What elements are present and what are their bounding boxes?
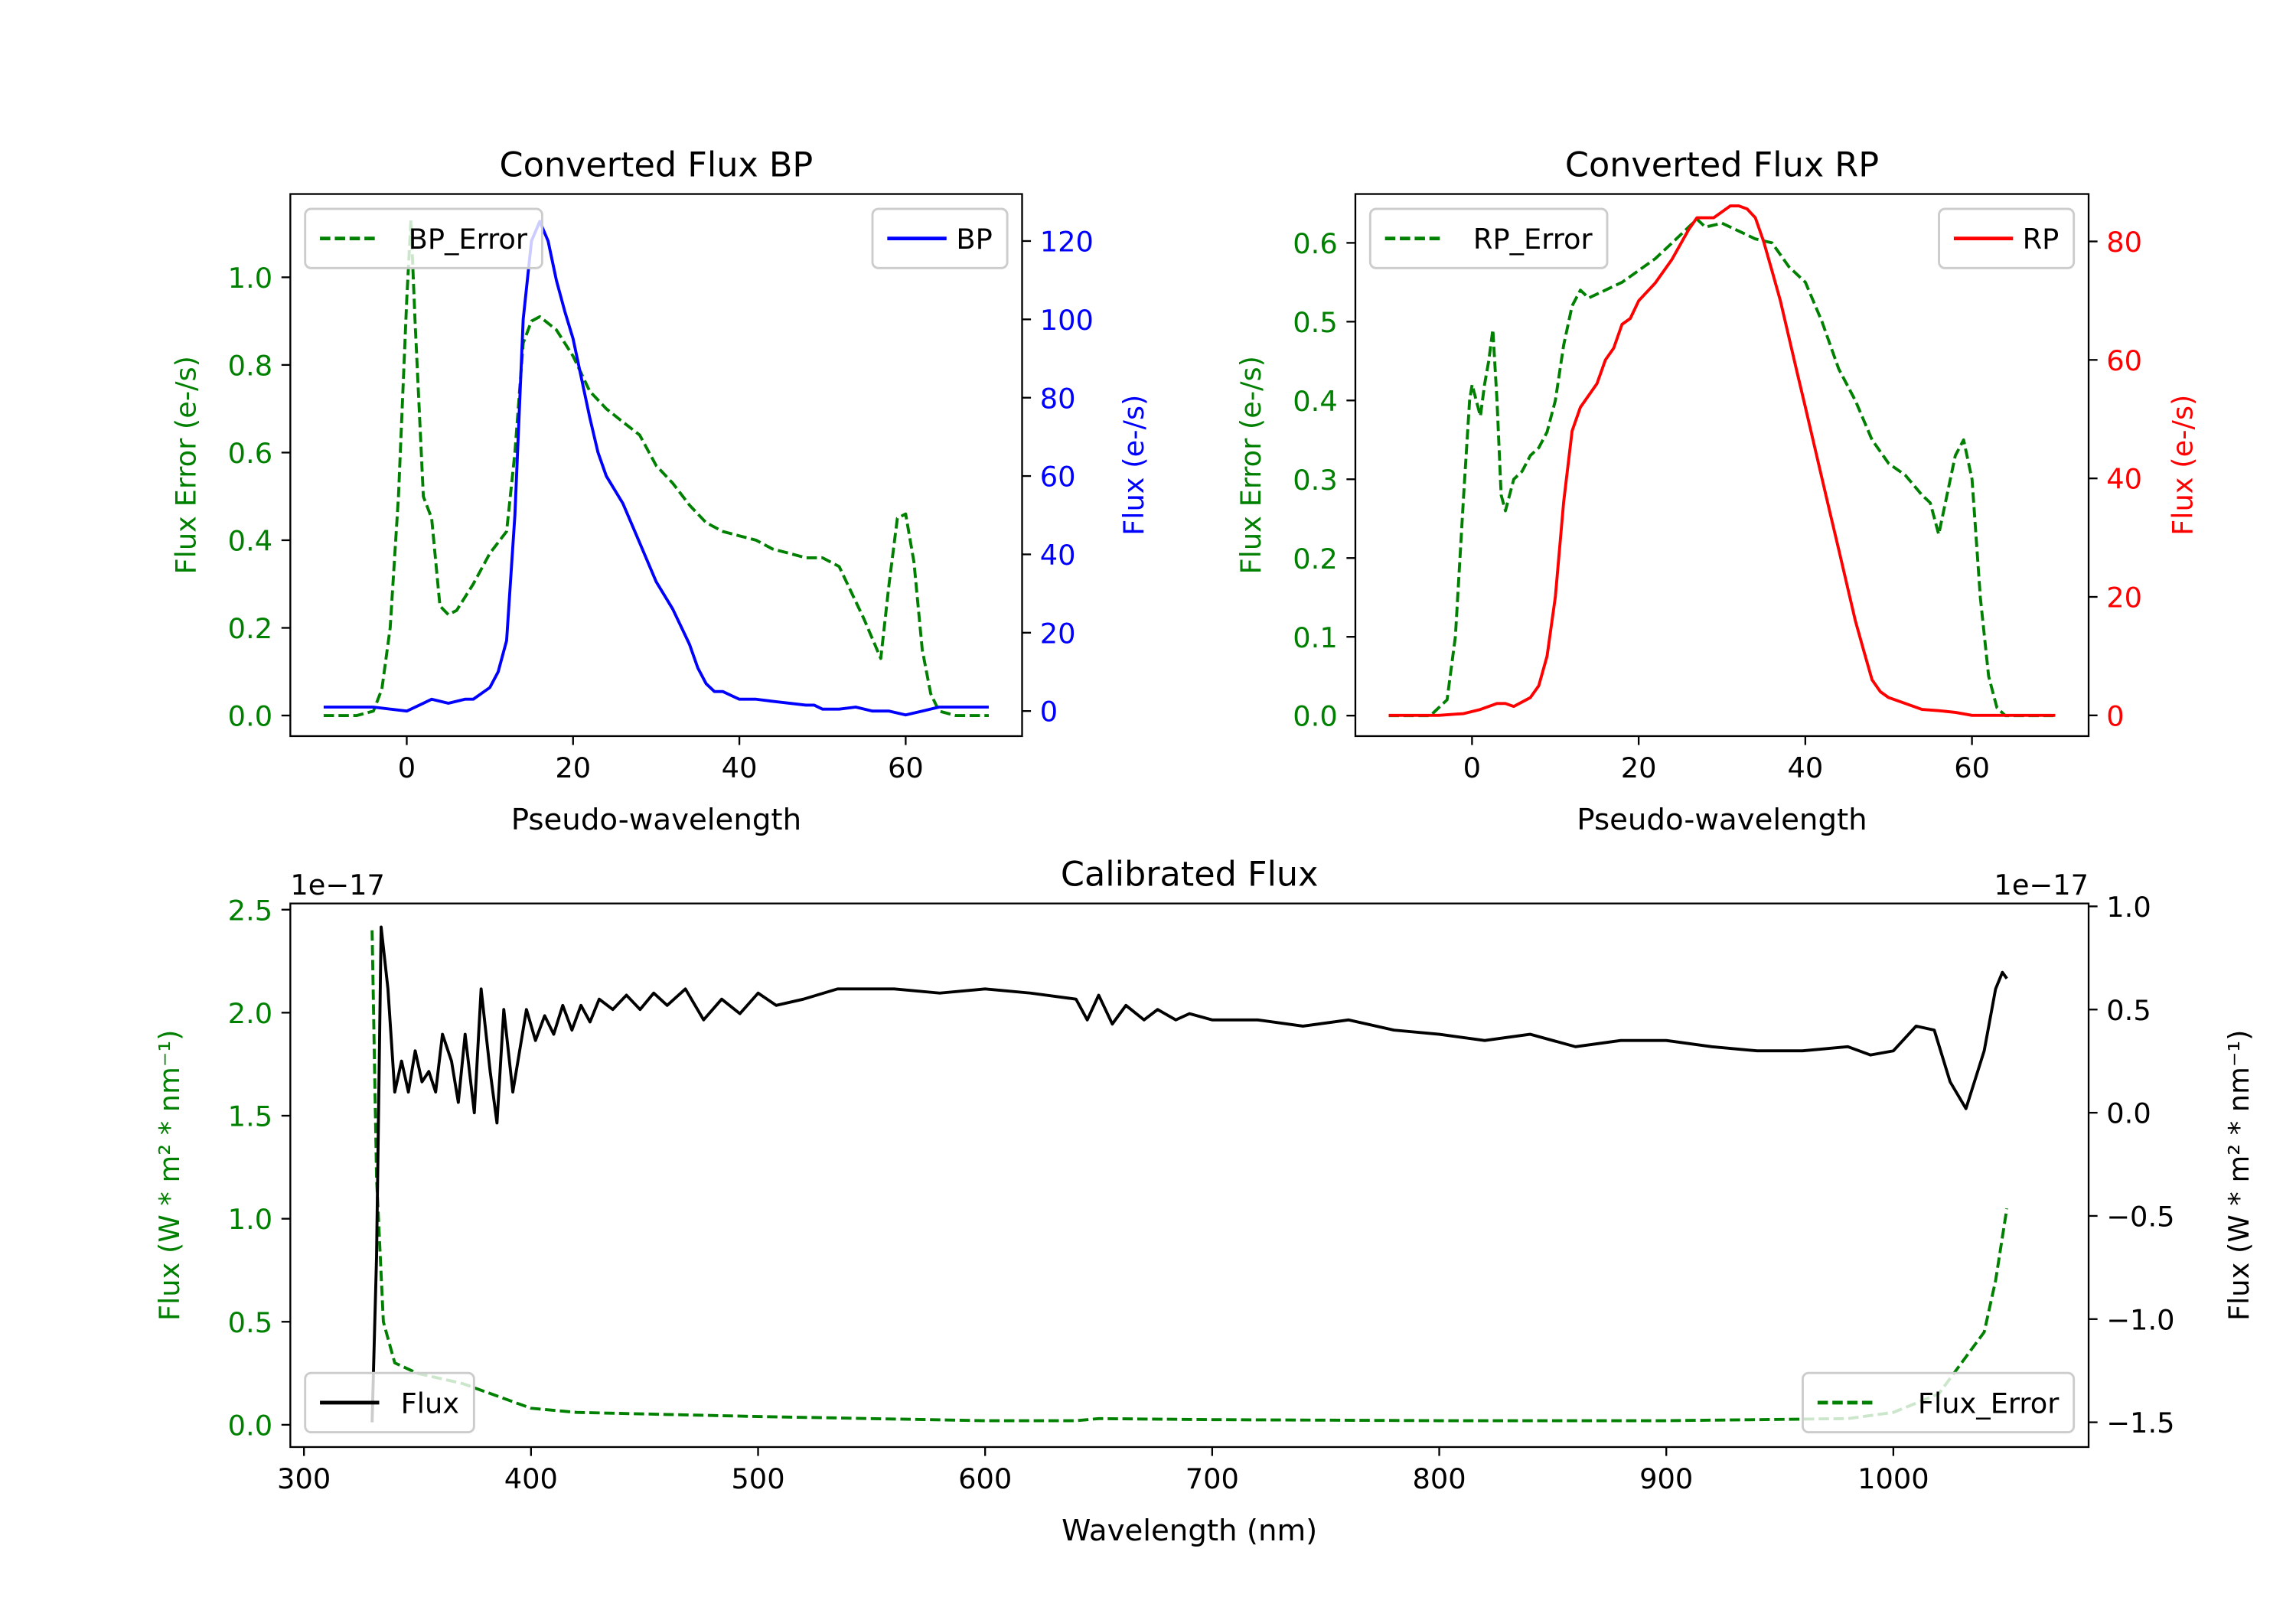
x-tick-label: 700: [1186, 1462, 1239, 1495]
right-y-axis-label: Flux (e-/s): [1117, 395, 1150, 536]
series-line-rp: [1388, 204, 2056, 717]
right-y-tick-label: 0.5: [2106, 994, 2151, 1027]
x-axis-label: Pseudo-wavelength: [1577, 803, 1867, 837]
right-offset-text: 1e−17: [1994, 869, 2089, 901]
left-y-tick-label: 0.5: [228, 1306, 272, 1339]
x-tick-label: 800: [1412, 1462, 1466, 1495]
left-y-tick-label: 1.0: [228, 1203, 272, 1236]
legend-label: RP: [2023, 223, 2060, 256]
x-tick-label: 40: [1787, 751, 1823, 784]
x-axis-label: Wavelength (nm): [1062, 1514, 1317, 1548]
legend-rp[interactable]: RP: [1938, 207, 2076, 269]
right-y-tick-label: 40: [1040, 539, 1076, 572]
right-y-tick-label: 20: [2106, 582, 2142, 614]
left-y-axis-label: Flux Error (e-/s): [1234, 356, 1267, 575]
left-y-tick-label: 0.2: [1293, 543, 1337, 575]
right-y-tick-label: 100: [1040, 304, 1094, 337]
legend-label: Flux: [401, 1387, 459, 1420]
legend-rp-error[interactable]: RP_Error: [1368, 207, 1609, 269]
left-y-tick-label: 0.0: [228, 1409, 272, 1442]
right-y-tick-label: 120: [1040, 226, 1094, 259]
left-y-tick-label: 0.5: [1293, 306, 1337, 339]
right-y-axis-label: Flux (W * m² * nm⁻¹): [2223, 1030, 2255, 1321]
left-y-tick-label: 0.3: [1293, 464, 1337, 497]
series-line-bp: [323, 220, 989, 717]
left-y-tick-label: 0.0: [228, 700, 272, 733]
x-tick-label: 400: [504, 1462, 558, 1495]
x-tick-label: 0: [398, 751, 416, 784]
right-y-tick-label: 20: [1040, 617, 1076, 650]
left-y-axis-label: Flux Error (e-/s): [169, 356, 202, 575]
series-line-flux: [370, 925, 2008, 1423]
legend-box: [1368, 207, 1609, 269]
legend-bp-error[interactable]: BP_Error: [304, 207, 543, 269]
left-y-tick-label: 0.2: [228, 612, 272, 645]
x-tick-label: 20: [1621, 751, 1657, 784]
left-y-tick-label: 1.5: [228, 1100, 272, 1133]
right-y-axis-label: Flux (e-/s): [2167, 395, 2200, 536]
legend-box: [304, 207, 543, 269]
chart-2: 300 400 500 600 700 800 900 1000 Wavelength (nm)…: [153, 855, 2255, 1547]
chart-0: 0 20 40 60 Pseudo-wavelength Converted Flux B…: [169, 145, 1150, 837]
legend-label: BP: [956, 223, 992, 256]
left-y-tick-label: 2.0: [228, 997, 272, 1030]
right-y-tick-label: 1.0: [2106, 891, 2151, 924]
left-y-tick-label: 0.8: [228, 349, 272, 382]
right-y-tick-label: −1.0: [2106, 1303, 2174, 1336]
chart-title: Converted Flux RP: [1565, 145, 1879, 184]
x-tick-label: 600: [958, 1462, 1012, 1495]
x-tick-label: 40: [722, 751, 758, 784]
legend-flux-error[interactable]: Flux_Error: [1802, 1371, 2076, 1434]
legend-box: [304, 1371, 475, 1434]
legend-label: Flux_Error: [1918, 1387, 2060, 1420]
axes-frame: [289, 902, 2090, 1449]
axes-frame: [1354, 193, 2090, 738]
x-tick-label: 60: [888, 751, 924, 784]
x-tick-label: 0: [1463, 751, 1481, 784]
legend-label: BP_Error: [409, 223, 528, 256]
right-y-tick-label: 60: [1040, 461, 1076, 494]
right-y-tick-label: 60: [2106, 344, 2142, 377]
chart-title: Calibrated Flux: [1061, 855, 1319, 894]
right-y-tick-label: 0: [1040, 696, 1058, 729]
left-y-tick-label: 0.4: [1293, 385, 1337, 418]
left-y-tick-label: 0.6: [1293, 227, 1337, 260]
chart-title: Converted Flux BP: [500, 145, 814, 184]
x-tick-label: 60: [1954, 751, 1990, 784]
left-y-tick-label: 0.1: [1293, 621, 1337, 654]
x-tick-label: 20: [555, 751, 591, 784]
x-tick-label: 900: [1639, 1462, 1693, 1495]
legend-box: [1802, 1371, 2076, 1434]
legend-bp[interactable]: BP: [871, 207, 1009, 269]
right-y-tick-label: −1.5: [2106, 1407, 2174, 1439]
x-axis-label: Pseudo-wavelength: [511, 803, 801, 837]
series-line-bp-error: [323, 219, 989, 717]
series-line-rp-error: [1388, 217, 2056, 718]
right-y-tick-label: 0: [2106, 699, 2124, 732]
axes-frame: [289, 193, 1023, 738]
right-y-tick-label: 80: [1040, 382, 1076, 415]
x-tick-label: 500: [731, 1462, 784, 1495]
left-y-axis-label: Flux (W * m² * nm⁻¹): [153, 1030, 186, 1321]
left-y-tick-label: 0.4: [228, 525, 272, 558]
right-y-tick-label: 40: [2106, 463, 2142, 496]
right-y-tick-label: 0.0: [2106, 1097, 2151, 1130]
legend-label: RP_Error: [1473, 223, 1593, 256]
left-y-tick-label: 2.5: [228, 894, 272, 927]
legend-flux[interactable]: Flux: [304, 1371, 475, 1434]
right-y-tick-label: 80: [2106, 226, 2142, 259]
x-tick-label: 1000: [1857, 1462, 1929, 1495]
left-offset-text: 1e−17: [290, 869, 385, 901]
left-y-tick-label: 0.0: [1293, 700, 1337, 733]
right-y-tick-label: −0.5: [2106, 1200, 2174, 1233]
left-y-tick-label: 0.6: [228, 437, 272, 470]
left-y-tick-label: 1.0: [228, 262, 272, 295]
chart-1: 0 20 40 60 Pseudo-wavelength Converted Flux R…: [1234, 145, 2199, 837]
x-tick-label: 300: [277, 1462, 331, 1495]
